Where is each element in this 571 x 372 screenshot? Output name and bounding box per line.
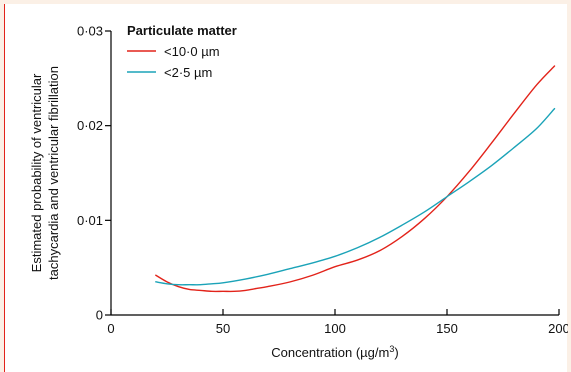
- y-axis-label-line2: tachycardia and ventricular fibrillation: [46, 66, 61, 280]
- x-tick-label-2: 100: [324, 321, 346, 336]
- y-tick-label-1: 0·01: [77, 213, 103, 228]
- x-axis-ticks: 0 50 100 150 200: [107, 309, 568, 336]
- legend-label-pm25: <2·5 µm: [164, 65, 212, 80]
- legend-title: Particulate matter: [127, 23, 237, 38]
- x-tick-label-1: 50: [216, 321, 230, 336]
- line-chart: 0 50 100 150 200 0 0·01 0·02 0·03 Concentration…: [29, 23, 568, 360]
- legend-label-pm10: <10·0 µm: [164, 44, 220, 59]
- y-tick-label-0: 0: [96, 308, 103, 323]
- series-line-1: [155, 107, 556, 286]
- series-lines: [155, 65, 556, 293]
- series-line-0: [155, 65, 556, 293]
- y-axis-label-line1: Estimated probability of ventricular: [29, 73, 44, 272]
- y-tick-label-2: 0·02: [77, 118, 103, 133]
- x-tick-label-0: 0: [107, 321, 114, 336]
- y-tick-label-3: 0·03: [77, 24, 103, 39]
- chart-frame: 0 50 100 150 200 0 0·01 0·02 0·03 Concentration…: [4, 4, 568, 372]
- x-tick-label-4: 200: [548, 321, 568, 336]
- x-tick-label-3: 150: [436, 321, 458, 336]
- legend: Particulate matter <10·0 µm <2·5 µm: [127, 23, 237, 80]
- y-axis-ticks: 0 0·01 0·02 0·03: [77, 24, 111, 323]
- x-axis-label: Concentration (µg/m3): [271, 344, 398, 360]
